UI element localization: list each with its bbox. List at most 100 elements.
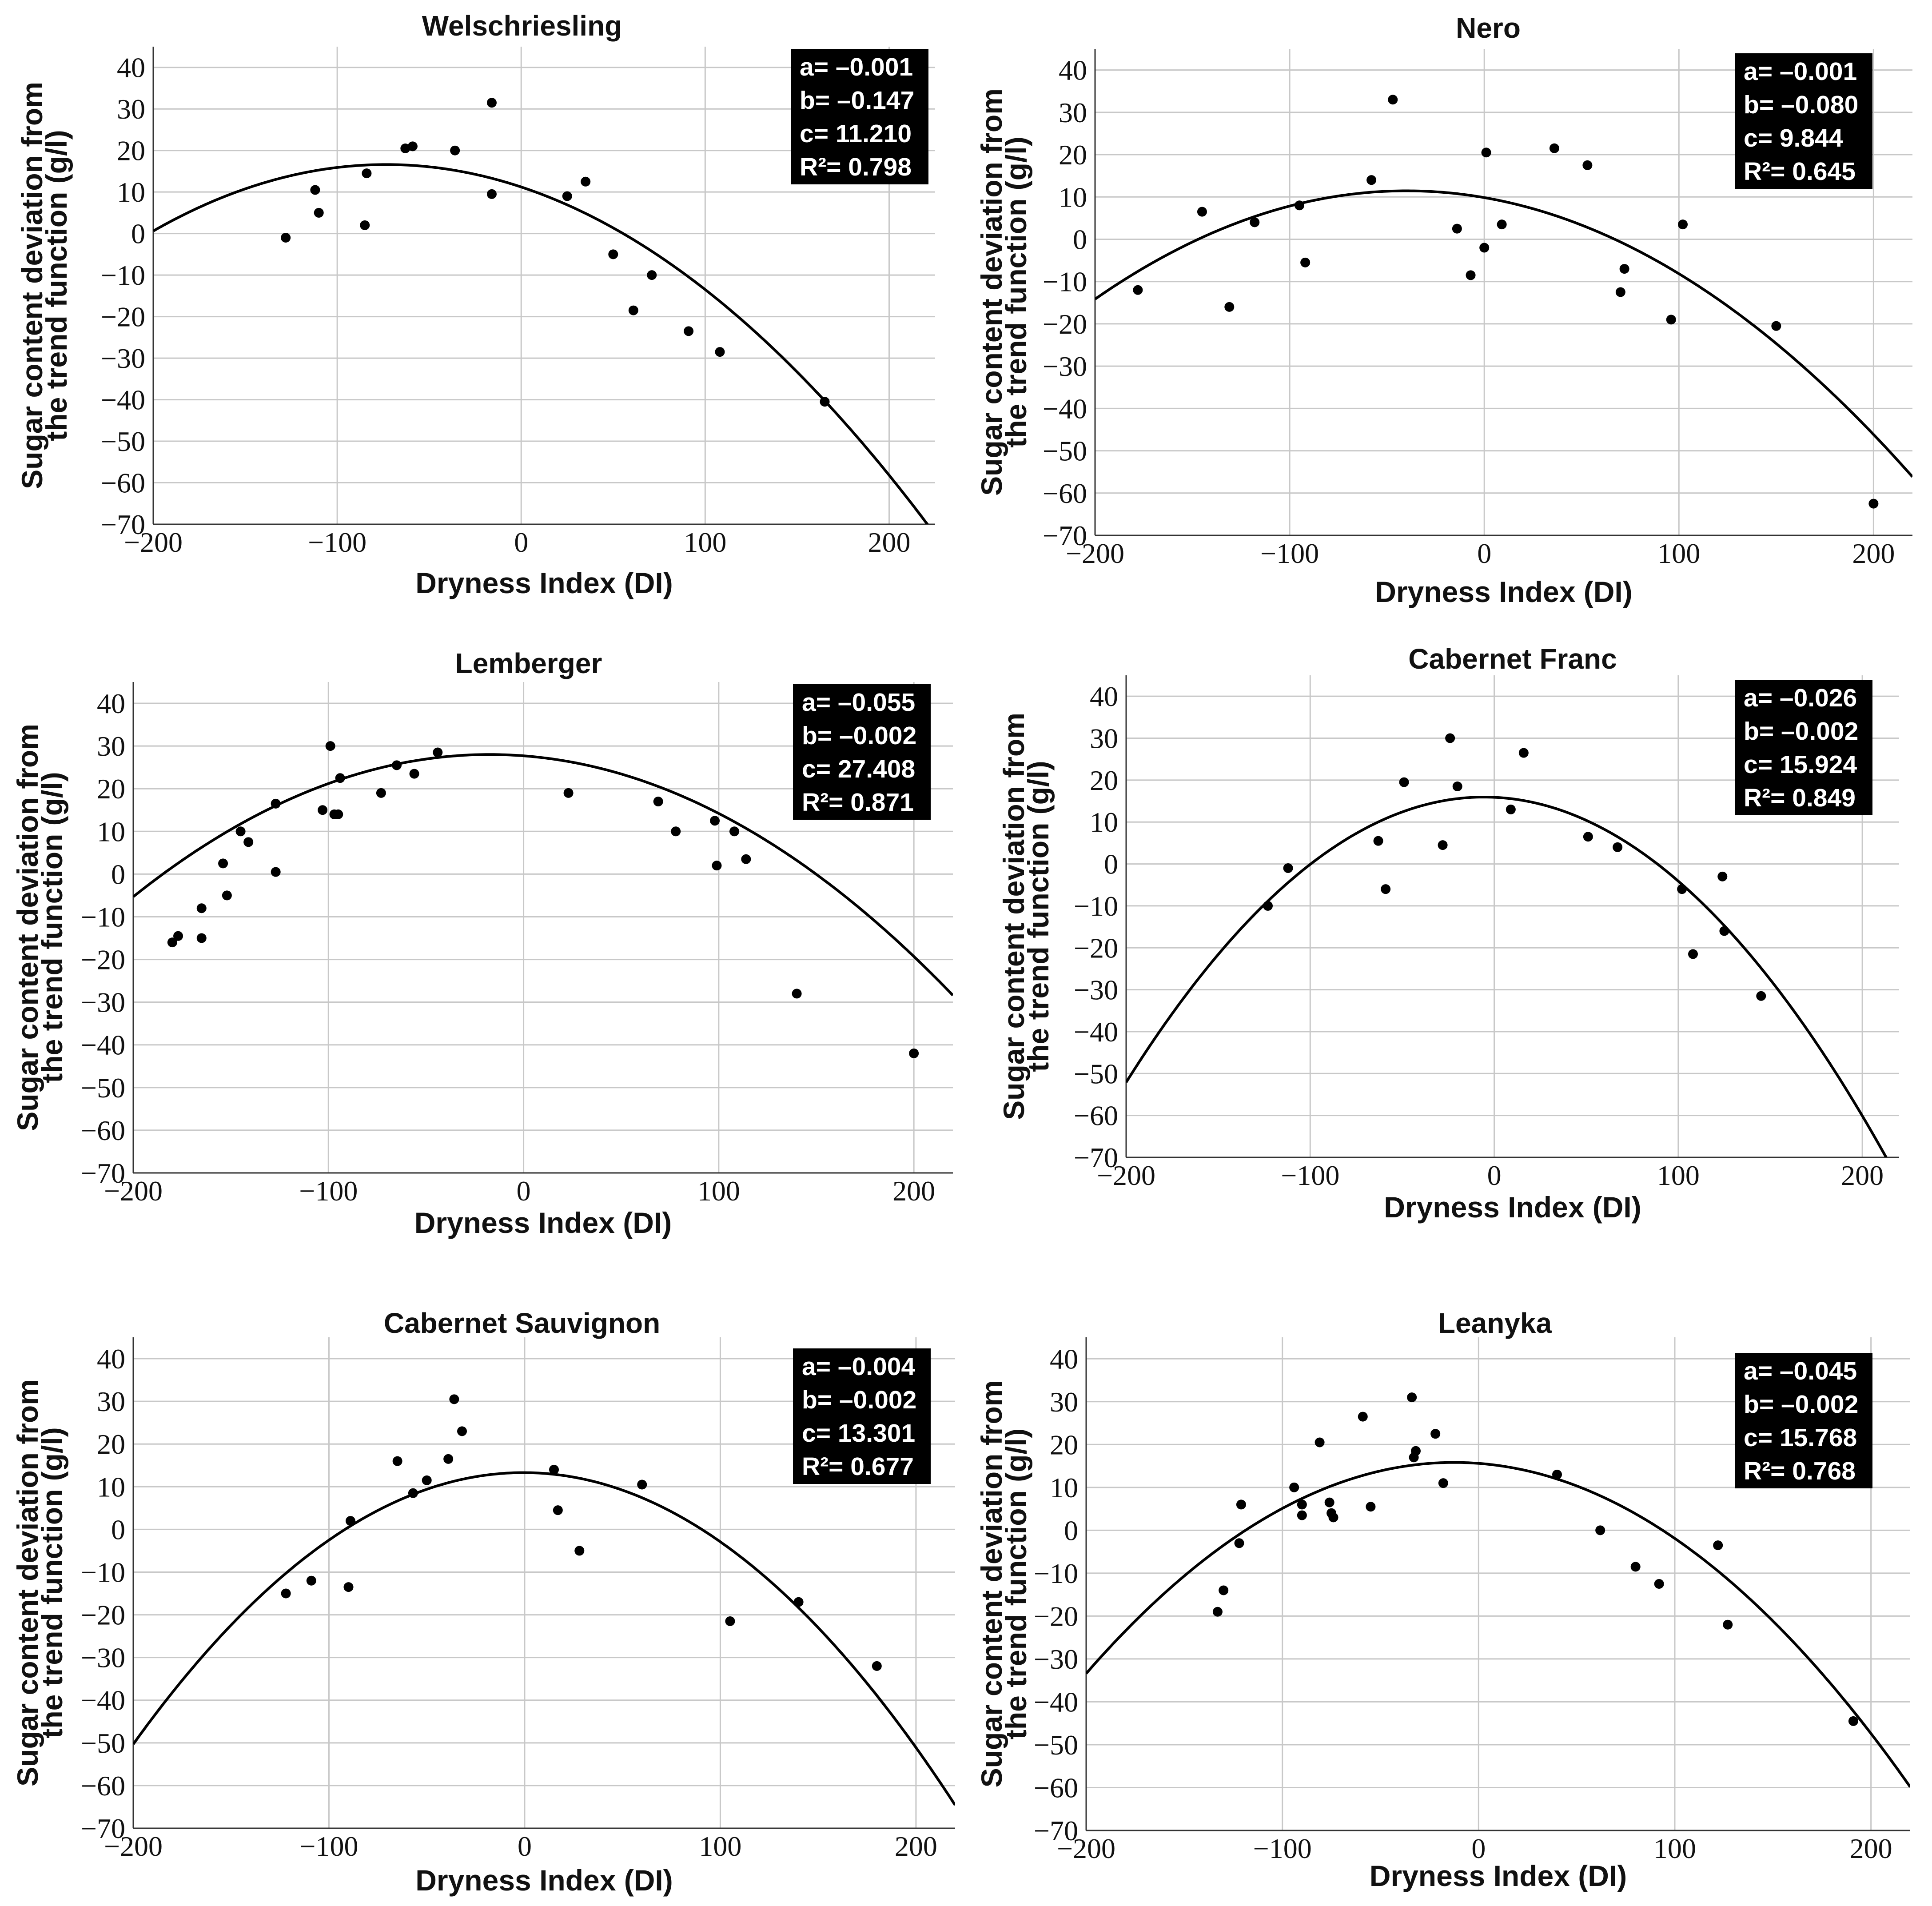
data-point bbox=[1324, 1497, 1334, 1507]
data-point bbox=[793, 1597, 804, 1607]
y-tick-label: −40 bbox=[101, 384, 145, 416]
regression-stat-text: a= –0.055 bbox=[802, 688, 915, 717]
data-point bbox=[1388, 95, 1398, 105]
x-tick-label: −100 bbox=[299, 1175, 358, 1207]
y-tick-label: 10 bbox=[1050, 1472, 1078, 1503]
data-point bbox=[1654, 1579, 1664, 1589]
regression-stat-text: b= –0.080 bbox=[1744, 91, 1858, 119]
data-point bbox=[1358, 1412, 1368, 1422]
y-tick-label: −10 bbox=[1043, 266, 1087, 298]
data-point bbox=[1613, 842, 1623, 852]
regression-stat-text: b= –0.147 bbox=[800, 86, 914, 115]
data-point bbox=[1688, 949, 1698, 959]
y-axis-title-line: the trend function (g/l) bbox=[36, 1427, 68, 1738]
data-point bbox=[1466, 270, 1476, 280]
regression-stats-box bbox=[1735, 1353, 1872, 1488]
data-point bbox=[1506, 804, 1516, 814]
data-point bbox=[167, 937, 177, 948]
y-tick-label: −60 bbox=[81, 1115, 125, 1146]
y-tick-label: −30 bbox=[1074, 974, 1118, 1006]
y-tick-label: 20 bbox=[117, 135, 145, 167]
data-point bbox=[1583, 832, 1593, 842]
data-point bbox=[1373, 836, 1383, 846]
x-tick-label: −100 bbox=[1260, 538, 1319, 569]
y-tick-label: −50 bbox=[1074, 1058, 1118, 1089]
data-point bbox=[1212, 1607, 1223, 1617]
data-point bbox=[271, 798, 281, 809]
x-tick-label: 200 bbox=[1852, 538, 1895, 569]
y-tick-label: 10 bbox=[1059, 181, 1087, 213]
data-point bbox=[1297, 1499, 1307, 1510]
chart-title: Nero bbox=[1456, 12, 1521, 44]
chart-title: Leanyka bbox=[1438, 1307, 1552, 1339]
x-tick-label: −200 bbox=[104, 1830, 163, 1862]
y-tick-label: −10 bbox=[81, 1556, 125, 1588]
data-point bbox=[741, 854, 751, 864]
data-point bbox=[1250, 217, 1260, 227]
data-point bbox=[310, 185, 320, 195]
data-point bbox=[712, 861, 722, 871]
trend-curve bbox=[133, 1471, 955, 1806]
data-point bbox=[1328, 1512, 1338, 1523]
data-point bbox=[345, 1516, 355, 1526]
data-point bbox=[1595, 1525, 1605, 1535]
data-point bbox=[1315, 1437, 1325, 1447]
data-point bbox=[235, 826, 246, 837]
x-tick-label: 100 bbox=[684, 526, 726, 558]
data-point bbox=[1848, 1716, 1858, 1726]
data-point bbox=[1723, 1619, 1733, 1630]
data-point bbox=[1666, 315, 1676, 325]
data-point bbox=[1497, 219, 1507, 230]
y-tick-label: −10 bbox=[81, 901, 125, 933]
y-tick-label: −30 bbox=[101, 343, 145, 374]
data-point bbox=[1582, 160, 1593, 170]
regression-stat-text: b= –0.002 bbox=[1744, 1390, 1858, 1419]
y-tick-label: 10 bbox=[1090, 806, 1118, 838]
x-tick-label: −200 bbox=[124, 526, 183, 558]
y-tick-label: −30 bbox=[1034, 1643, 1078, 1675]
x-axis-title: Dryness Index (DI) bbox=[415, 566, 673, 599]
data-point bbox=[1381, 884, 1391, 894]
data-point bbox=[449, 1394, 459, 1404]
data-point bbox=[671, 826, 681, 837]
y-axis-title-line: Sugar content deviation from bbox=[997, 713, 1030, 1120]
data-point bbox=[1445, 733, 1455, 743]
regression-stat-text: c= 15.924 bbox=[1744, 750, 1857, 779]
trend-curve bbox=[153, 163, 929, 524]
y-tick-label: −70 bbox=[1074, 1142, 1118, 1173]
y-tick-label: −10 bbox=[101, 259, 145, 291]
data-point bbox=[173, 931, 183, 941]
y-tick-label: −10 bbox=[1074, 890, 1118, 922]
data-point bbox=[1677, 884, 1687, 894]
data-point bbox=[1756, 991, 1766, 1001]
trend-curve bbox=[1086, 1461, 1910, 1788]
data-point bbox=[486, 189, 497, 199]
y-tick-label: 40 bbox=[97, 1343, 125, 1375]
y-tick-label: −50 bbox=[1034, 1729, 1078, 1761]
data-point bbox=[1234, 1538, 1244, 1548]
regression-stats-box bbox=[791, 49, 928, 184]
data-point bbox=[1407, 1392, 1417, 1403]
data-point bbox=[408, 1488, 418, 1498]
data-point bbox=[792, 989, 802, 999]
data-point bbox=[715, 347, 725, 357]
data-point bbox=[608, 249, 618, 259]
data-point bbox=[1771, 321, 1781, 331]
data-point bbox=[1224, 302, 1235, 312]
data-point bbox=[1366, 1502, 1376, 1512]
data-point bbox=[820, 397, 830, 407]
regression-stat-text: b= –0.002 bbox=[1744, 717, 1858, 746]
y-tick-label: −30 bbox=[81, 987, 125, 1018]
regression-stat-text: R²= 0.768 bbox=[1744, 1457, 1856, 1485]
chart-title: Welschriesling bbox=[422, 10, 622, 42]
data-point bbox=[392, 760, 402, 770]
regression-stat-text: a= –0.001 bbox=[800, 53, 913, 81]
y-tick-label: 30 bbox=[1090, 723, 1118, 754]
x-tick-label: 100 bbox=[699, 1830, 741, 1862]
data-point bbox=[314, 207, 324, 218]
regression-stat-text: b= –0.002 bbox=[802, 722, 916, 750]
chart-title: Cabernet Franc bbox=[1408, 643, 1617, 675]
